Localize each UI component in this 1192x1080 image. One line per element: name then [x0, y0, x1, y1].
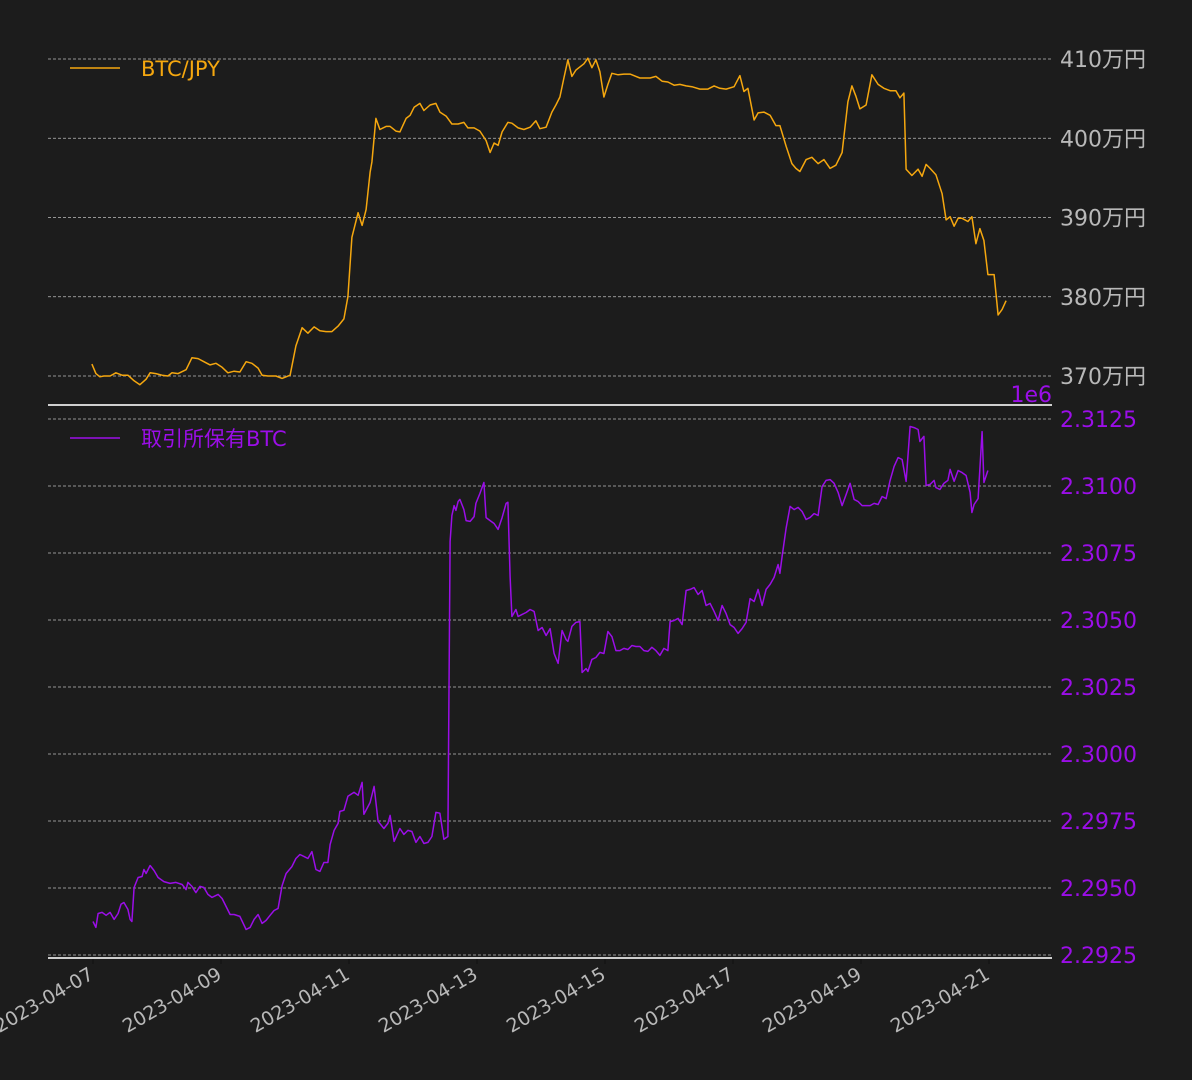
exchange-btc-series-line: [92, 425, 989, 931]
y-tick-label: 2.3000: [1060, 743, 1137, 768]
x-tick-label: 2023-04-07: [0, 963, 98, 1037]
y-tick-label: 2.3125: [1060, 408, 1137, 433]
y-tick-label: 2.3025: [1060, 676, 1137, 701]
legend-label: BTC/JPY: [141, 57, 220, 81]
exchange-btc-panel: 2.2925 2.2950 2.2975 2.3000 2.3025 2.3050 2.30…: [48, 383, 1137, 969]
x-tick-label: 2023-04-17: [631, 963, 738, 1037]
y-tick-label: 410万円: [1060, 48, 1146, 73]
legend-label: 取引所保有BTC: [141, 427, 287, 451]
x-tick-label: 2023-04-19: [759, 963, 866, 1037]
btc-jpy-series-line: [91, 57, 1007, 386]
y-tick-label: 2.2925: [1060, 944, 1137, 969]
y-tick-label: 2.2975: [1060, 810, 1137, 835]
x-tick-label: 2023-04-15: [503, 963, 610, 1037]
y-tick-label: 400万円: [1060, 127, 1146, 152]
x-tick-label: 2023-04-13: [375, 963, 482, 1037]
y-tick-label: 2.2950: [1060, 877, 1137, 902]
y-tick-label: 370万円: [1060, 365, 1146, 390]
y-tick-label: 2.3075: [1060, 542, 1137, 567]
y-tick-label: 380万円: [1060, 286, 1146, 311]
x-tick-label: 2023-04-21: [887, 963, 994, 1037]
y-tick-label: 2.3100: [1060, 475, 1137, 500]
x-tick-label: 2023-04-11: [247, 963, 354, 1037]
y-tick-label: 390万円: [1060, 207, 1146, 232]
x-tick-label: 2023-04-09: [119, 963, 226, 1037]
btc-jpy-panel: 370万円 380万円 390万円 400万円 410万円 BTC/JPY: [48, 48, 1146, 390]
y-tick-label: 2.3050: [1060, 609, 1137, 634]
x-axis: 2023-04-07 2023-04-09 2023-04-11 2023-04-13…: [0, 404, 1052, 1038]
y-offset-label: 1e6: [1010, 383, 1052, 408]
